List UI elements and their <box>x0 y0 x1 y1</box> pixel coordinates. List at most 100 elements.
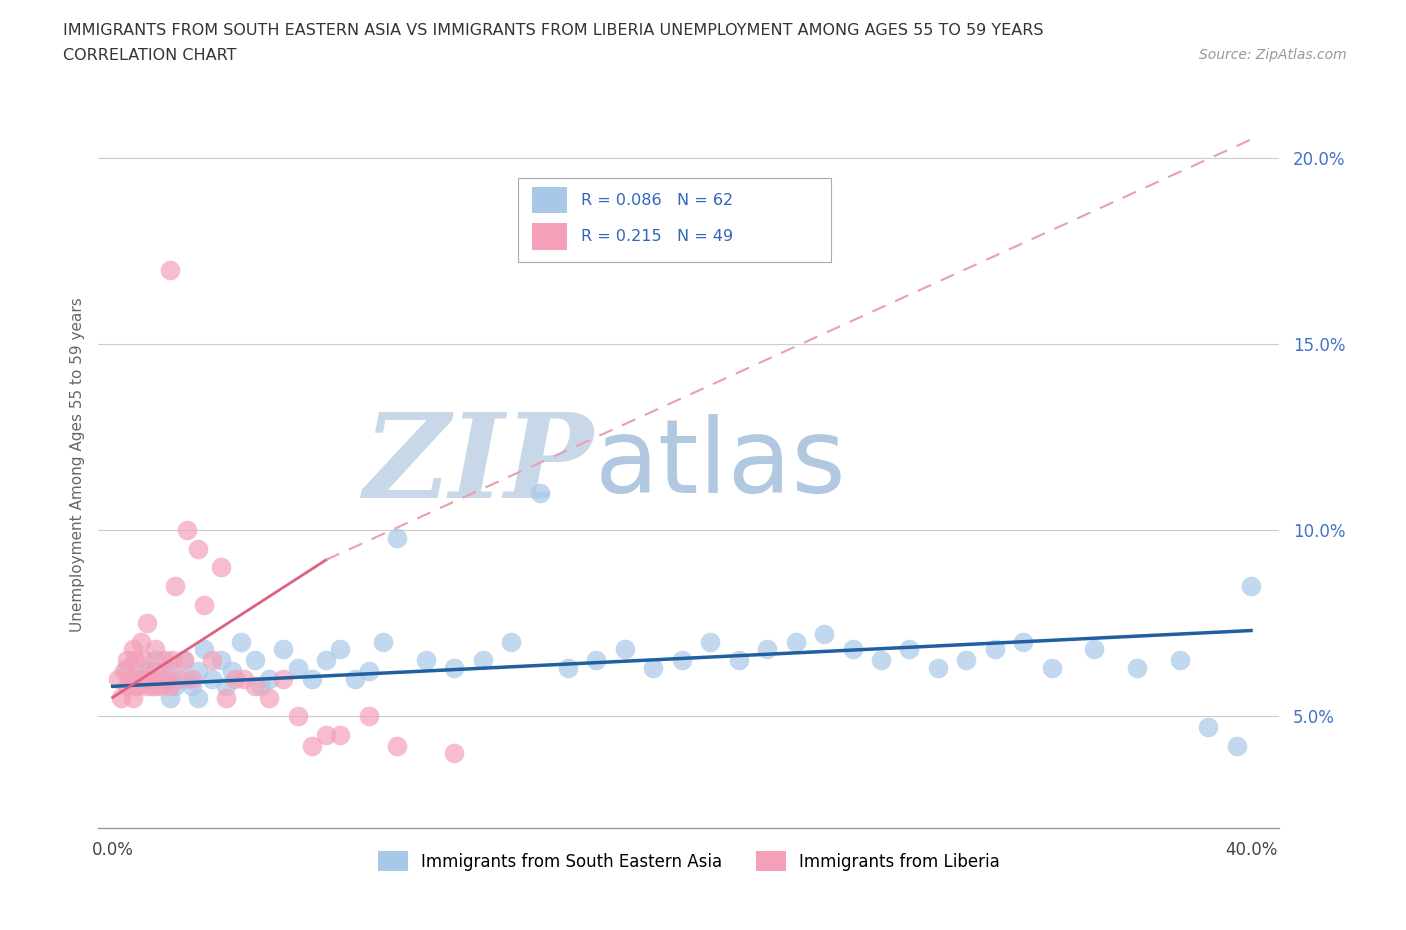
Point <box>121 642 143 657</box>
Point <box>499 634 522 649</box>
Point <box>162 653 184 668</box>
Point <box>201 653 224 668</box>
Point <box>129 671 152 686</box>
Point <box>115 660 138 675</box>
Point <box>165 679 187 694</box>
Point <box>135 679 157 694</box>
Point <box>215 690 238 705</box>
Point <box>159 664 181 679</box>
Point <box>135 616 157 631</box>
Point <box>167 671 190 686</box>
Point <box>153 653 176 668</box>
Point <box>671 653 693 668</box>
Point <box>249 679 271 694</box>
Point <box>112 664 135 679</box>
Point <box>215 679 238 694</box>
Point <box>898 642 921 657</box>
Text: CORRELATION CHART: CORRELATION CHART <box>63 48 236 63</box>
Point <box>301 671 323 686</box>
Point <box>135 664 157 679</box>
Point <box>141 679 163 694</box>
Point <box>1226 738 1249 753</box>
Point <box>224 671 246 686</box>
Point <box>1240 578 1263 593</box>
Point <box>143 679 166 694</box>
Point <box>1083 642 1105 657</box>
Point <box>124 671 146 686</box>
Point <box>229 634 252 649</box>
Point <box>315 653 337 668</box>
Bar <box>531 187 567 213</box>
Point <box>785 634 807 649</box>
Point <box>209 560 232 575</box>
Point <box>107 671 129 686</box>
Point <box>699 634 721 649</box>
Point <box>329 727 352 742</box>
Point <box>159 262 181 277</box>
Point <box>927 660 949 675</box>
Point <box>443 660 465 675</box>
Point <box>124 653 146 668</box>
Point <box>143 664 166 679</box>
Point <box>371 634 394 649</box>
Point <box>557 660 579 675</box>
Point <box>159 679 181 694</box>
Point <box>585 653 607 668</box>
Point <box>1012 634 1035 649</box>
Point <box>357 709 380 724</box>
Point <box>387 738 409 753</box>
Point <box>257 671 280 686</box>
Point <box>315 727 337 742</box>
Point <box>153 671 176 686</box>
Text: atlas: atlas <box>595 415 846 515</box>
Point <box>118 671 141 686</box>
Point <box>343 671 366 686</box>
Point <box>124 679 146 694</box>
Point <box>813 627 835 642</box>
Point <box>209 653 232 668</box>
Point <box>257 690 280 705</box>
Text: ZIP: ZIP <box>364 407 595 523</box>
Point <box>143 642 166 657</box>
Point <box>329 642 352 657</box>
Text: Source: ZipAtlas.com: Source: ZipAtlas.com <box>1199 48 1347 62</box>
Point <box>232 671 254 686</box>
FancyBboxPatch shape <box>517 179 831 262</box>
Point <box>870 653 893 668</box>
Point <box>955 653 977 668</box>
Point <box>841 642 863 657</box>
Point <box>148 671 170 686</box>
Point <box>132 653 155 668</box>
Point <box>138 671 160 686</box>
Point <box>176 523 198 538</box>
Point <box>243 679 266 694</box>
Point <box>129 671 152 686</box>
Point <box>529 485 551 500</box>
Point <box>1040 660 1063 675</box>
Point <box>1126 660 1149 675</box>
Point <box>150 679 173 694</box>
Point <box>613 642 636 657</box>
Point <box>173 671 195 686</box>
Point <box>187 541 209 556</box>
Point <box>221 664 243 679</box>
Point <box>159 690 181 705</box>
Point <box>387 530 409 545</box>
Point <box>1197 720 1219 735</box>
Y-axis label: Unemployment Among Ages 55 to 59 years: Unemployment Among Ages 55 to 59 years <box>69 298 84 632</box>
Point <box>187 664 209 679</box>
Text: R = 0.086   N = 62: R = 0.086 N = 62 <box>582 193 734 207</box>
Point <box>181 679 204 694</box>
Point <box>127 679 149 694</box>
Point <box>443 746 465 761</box>
Point <box>121 690 143 705</box>
Point <box>1168 653 1191 668</box>
Point <box>110 690 132 705</box>
Point <box>357 664 380 679</box>
Point <box>756 642 779 657</box>
Point <box>156 671 179 686</box>
Text: R = 0.215   N = 49: R = 0.215 N = 49 <box>582 229 734 244</box>
Point <box>984 642 1007 657</box>
Point <box>471 653 494 668</box>
Point <box>287 660 309 675</box>
